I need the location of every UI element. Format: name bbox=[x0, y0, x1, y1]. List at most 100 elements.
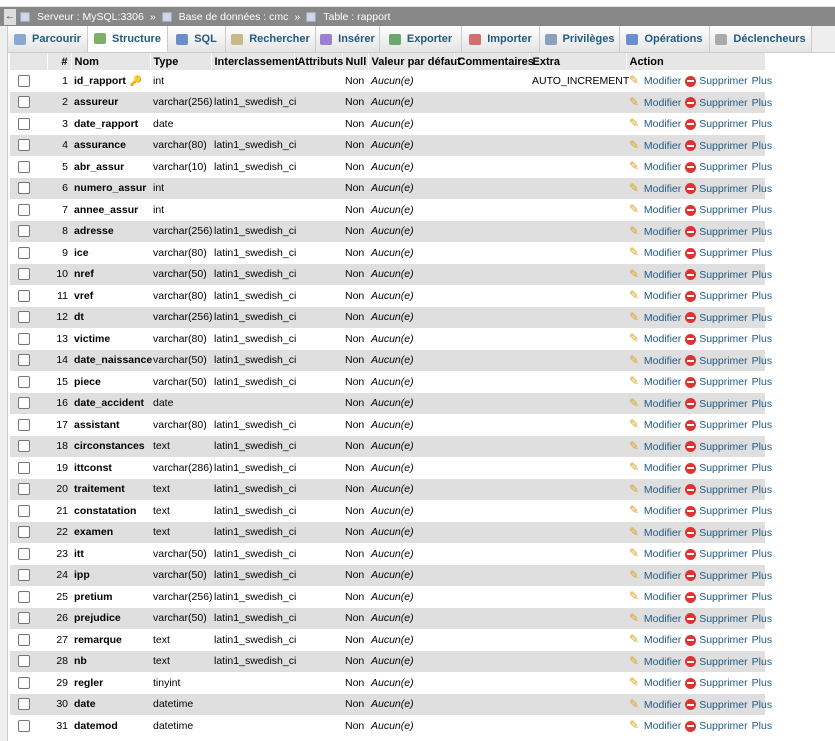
more-button[interactable]: Plus bbox=[751, 505, 773, 518]
row-checkbox[interactable] bbox=[18, 590, 30, 603]
delete-button[interactable]: Supprimer bbox=[681, 312, 748, 324]
header-valeur-par-d-faut[interactable]: Valeur par défaut bbox=[368, 53, 461, 70]
row-checkbox[interactable] bbox=[18, 225, 30, 238]
edit-button[interactable]: ✎ Modifier bbox=[629, 311, 681, 324]
tab-importer[interactable]: Importer bbox=[462, 26, 540, 52]
delete-button[interactable]: Supprimer bbox=[681, 677, 748, 689]
row-checkbox[interactable] bbox=[18, 139, 30, 152]
more-button[interactable]: Plus bbox=[751, 118, 773, 131]
delete-button[interactable]: Supprimer bbox=[681, 376, 748, 388]
delete-button[interactable]: Supprimer bbox=[681, 183, 748, 195]
more-button[interactable]: Plus bbox=[751, 419, 773, 432]
delete-button[interactable]: Supprimer bbox=[681, 97, 748, 109]
tab-insérer[interactable]: Insérer bbox=[316, 26, 380, 52]
tab-structure[interactable]: Structure bbox=[88, 26, 168, 52]
delete-button[interactable]: Supprimer bbox=[681, 204, 748, 216]
more-button[interactable]: Plus bbox=[751, 268, 773, 281]
more-button[interactable]: Plus bbox=[751, 376, 773, 389]
row-checkbox[interactable] bbox=[18, 182, 30, 195]
header-null[interactable]: Null bbox=[342, 53, 369, 70]
row-checkbox[interactable] bbox=[18, 698, 30, 711]
delete-button[interactable]: Supprimer bbox=[681, 699, 748, 711]
edit-button[interactable]: ✎ Modifier bbox=[629, 332, 681, 345]
row-checkbox[interactable] bbox=[18, 547, 30, 560]
delete-button[interactable]: Supprimer bbox=[681, 269, 748, 281]
edit-button[interactable]: ✎ Modifier bbox=[629, 676, 681, 689]
more-button[interactable]: Plus bbox=[751, 548, 773, 561]
delete-button[interactable]: Supprimer bbox=[681, 75, 748, 87]
row-checkbox[interactable] bbox=[18, 655, 30, 668]
tab-sql[interactable]: SQL bbox=[168, 26, 226, 52]
more-button[interactable]: Plus bbox=[751, 204, 773, 217]
header-type[interactable]: Type bbox=[150, 53, 212, 70]
delete-button[interactable]: Supprimer bbox=[681, 355, 748, 367]
tab-exporter[interactable]: Exporter bbox=[380, 26, 462, 52]
edit-button[interactable]: ✎ Modifier bbox=[629, 504, 681, 517]
edit-button[interactable]: ✎ Modifier bbox=[629, 354, 681, 367]
more-button[interactable]: Plus bbox=[751, 397, 773, 410]
row-checkbox[interactable] bbox=[18, 612, 30, 625]
more-button[interactable]: Plus bbox=[751, 182, 773, 195]
header-extra[interactable]: Extra bbox=[529, 53, 627, 70]
more-button[interactable]: Plus bbox=[751, 483, 773, 496]
breadcrumb-server[interactable]: Serveur : MySQL:3306 bbox=[37, 10, 144, 23]
delete-button[interactable]: Supprimer bbox=[681, 527, 748, 539]
edit-button[interactable]: ✎ Modifier bbox=[629, 440, 681, 453]
delete-button[interactable]: Supprimer bbox=[681, 247, 748, 259]
row-checkbox[interactable] bbox=[18, 332, 30, 345]
header-interclassement[interactable]: Interclassement bbox=[211, 53, 298, 70]
edit-button[interactable]: ✎ Modifier bbox=[629, 483, 681, 496]
edit-button[interactable]: ✎ Modifier bbox=[629, 96, 681, 109]
breadcrumb-database[interactable]: Base de données : cmc bbox=[178, 10, 289, 23]
row-checkbox[interactable] bbox=[18, 418, 30, 431]
more-button[interactable]: Plus bbox=[751, 225, 773, 238]
breadcrumb-table[interactable]: Table : rapport bbox=[323, 10, 391, 23]
delete-button[interactable]: Supprimer bbox=[681, 634, 748, 646]
more-button[interactable]: Plus bbox=[751, 311, 773, 324]
more-button[interactable]: Plus bbox=[751, 139, 773, 152]
delete-button[interactable]: Supprimer bbox=[681, 161, 748, 173]
delete-button[interactable]: Supprimer bbox=[681, 290, 748, 302]
delete-button[interactable]: Supprimer bbox=[681, 441, 748, 453]
back-arrow-icon[interactable]: ← bbox=[4, 8, 16, 25]
edit-button[interactable]: ✎ Modifier bbox=[629, 655, 681, 668]
more-button[interactable]: Plus bbox=[751, 333, 773, 346]
delete-button[interactable]: Supprimer bbox=[681, 548, 748, 560]
row-checkbox[interactable] bbox=[18, 676, 30, 689]
tab-opérations[interactable]: Opérations bbox=[620, 26, 710, 52]
edit-button[interactable]: ✎ Modifier bbox=[629, 612, 681, 625]
more-button[interactable]: Plus bbox=[751, 634, 773, 647]
header-nom[interactable]: Nom bbox=[71, 53, 151, 70]
delete-button[interactable]: Supprimer bbox=[681, 398, 748, 410]
edit-button[interactable]: ✎ Modifier bbox=[629, 117, 681, 130]
row-checkbox[interactable] bbox=[18, 569, 30, 582]
delete-button[interactable]: Supprimer bbox=[681, 419, 748, 431]
edit-button[interactable]: ✎ Modifier bbox=[629, 375, 681, 388]
more-button[interactable]: Plus bbox=[751, 247, 773, 260]
delete-button[interactable]: Supprimer bbox=[681, 656, 748, 668]
tab-rechercher[interactable]: Rechercher bbox=[226, 26, 316, 52]
edit-button[interactable]: ✎ Modifier bbox=[629, 268, 681, 281]
row-checkbox[interactable] bbox=[18, 719, 30, 732]
header-attributs[interactable]: Attributs bbox=[294, 53, 343, 70]
row-checkbox[interactable] bbox=[18, 461, 30, 474]
edit-button[interactable]: ✎ Modifier bbox=[629, 719, 681, 732]
edit-button[interactable]: ✎ Modifier bbox=[629, 569, 681, 582]
more-button[interactable]: Plus bbox=[751, 612, 773, 625]
row-checkbox[interactable] bbox=[18, 483, 30, 496]
navigation-panel-collapsed[interactable] bbox=[0, 7, 8, 741]
edit-button[interactable]: ✎ Modifier bbox=[629, 289, 681, 302]
tab-privilèges[interactable]: Privilèges bbox=[540, 26, 620, 52]
more-button[interactable]: Plus bbox=[751, 96, 773, 109]
edit-button[interactable]: ✎ Modifier bbox=[629, 547, 681, 560]
more-button[interactable]: Plus bbox=[751, 290, 773, 303]
edit-button[interactable]: ✎ Modifier bbox=[629, 418, 681, 431]
row-checkbox[interactable] bbox=[18, 246, 30, 259]
edit-button[interactable]: ✎ Modifier bbox=[629, 590, 681, 603]
more-button[interactable]: Plus bbox=[751, 354, 773, 367]
delete-button[interactable]: Supprimer bbox=[681, 505, 748, 517]
edit-button[interactable]: ✎ Modifier bbox=[629, 461, 681, 474]
row-checkbox[interactable] bbox=[18, 268, 30, 281]
edit-button[interactable]: ✎ Modifier bbox=[629, 160, 681, 173]
row-checkbox[interactable] bbox=[18, 397, 30, 410]
